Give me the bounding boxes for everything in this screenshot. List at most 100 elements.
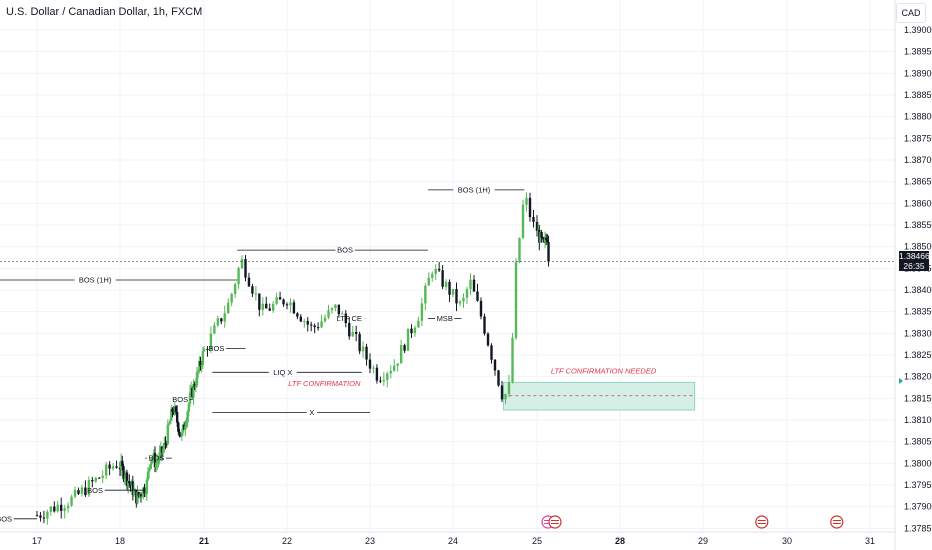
candle-body: [66, 505, 70, 509]
time-tick-label: 22: [282, 536, 292, 546]
event-markers[interactable]: [541, 515, 844, 529]
candle-body: [545, 237, 548, 240]
candlesticks: [35, 192, 550, 525]
candle-body: [122, 466, 125, 480]
us-flag-icon[interactable]: [548, 515, 562, 529]
time-tick-label: 17: [32, 536, 42, 546]
candle-body: [137, 492, 140, 496]
candle-body: [185, 421, 188, 426]
candle-body: [511, 337, 514, 383]
candle-body: [170, 408, 173, 421]
candle-body: [223, 313, 226, 322]
candle-body: [126, 481, 130, 486]
candle-body: [80, 487, 84, 494]
candle-body: [372, 367, 375, 369]
candle-body: [393, 365, 396, 371]
candle-body: [131, 481, 135, 496]
time-tick-label: 24: [448, 536, 458, 546]
confirmation-label: LTF CONFIRMATION NEEDED: [551, 367, 657, 376]
candle-body: [251, 286, 254, 294]
confirmation-label: LTF CONFIRMATION: [288, 379, 361, 388]
price-tick-label: 1.38750: [904, 133, 932, 143]
time-tick-label: 30: [782, 536, 792, 546]
candle-body: [497, 370, 500, 386]
annotation-label: LTF CE: [337, 314, 362, 323]
candle-body: [483, 316, 486, 334]
candle-body: [94, 477, 97, 482]
candle-body: [546, 239, 549, 242]
candle-body: [233, 284, 237, 294]
us-flag-icon[interactable]: [830, 515, 844, 529]
candle-body: [87, 480, 91, 496]
candle-body: [240, 258, 244, 269]
candle-body: [403, 345, 406, 351]
price-tick-label: 1.38050: [904, 437, 932, 447]
candle-body: [247, 277, 251, 287]
candle-body: [186, 411, 189, 422]
candle-body: [128, 481, 131, 484]
candle-body: [60, 504, 63, 511]
price-axis[interactable]: 1.39000 1.38950 1.38900 1.38850 1.38800 1.387…: [894, 0, 932, 550]
candle-body: [174, 406, 178, 413]
price-tick-label: 1.37950: [904, 480, 932, 490]
candle-body: [500, 385, 504, 400]
candle-body: [63, 508, 66, 511]
candle-body: [306, 321, 309, 325]
candle-body: [145, 479, 149, 494]
candle-body: [420, 303, 424, 321]
candle-body: [313, 325, 316, 328]
candle-body: [39, 515, 42, 518]
candle-body: [413, 327, 417, 334]
candle-body: [77, 490, 80, 494]
annotation-label: X: [309, 408, 314, 417]
candle-body: [227, 302, 230, 314]
candle-body: [462, 297, 465, 302]
candle-body: [310, 324, 313, 326]
candle-body: [431, 273, 434, 278]
candle-body: [261, 303, 264, 310]
bar-countdown: 26:35: [903, 261, 925, 271]
price-tick-label: 1.38150: [904, 393, 932, 403]
candle-body: [486, 333, 490, 346]
candle-body: [244, 258, 247, 278]
candle-body: [327, 310, 330, 318]
candle-body: [151, 458, 154, 460]
candle-body: [91, 480, 94, 482]
candle-body: [147, 468, 151, 472]
annotation-label: BOS: [87, 486, 103, 495]
candle-body: [268, 308, 271, 311]
candle-body: [427, 277, 430, 286]
candle-body: [344, 313, 347, 324]
price-tick-label: 1.38650: [904, 177, 932, 187]
price-tick-label: 1.38950: [904, 47, 932, 57]
candle-body: [153, 453, 157, 467]
candle-body: [161, 448, 165, 453]
candle-body: [525, 197, 528, 205]
candle-body: [543, 237, 547, 243]
candle-body: [132, 489, 136, 496]
candle-body: [465, 289, 469, 298]
price-tick-label: 1.38400: [904, 285, 932, 295]
candle-body: [220, 318, 223, 322]
candle-body: [194, 385, 198, 388]
time-tick-label: 21: [199, 536, 209, 546]
candle-body: [275, 297, 278, 304]
us-flag-icon[interactable]: [755, 515, 769, 529]
candle-body: [195, 372, 199, 386]
candle-body: [180, 432, 184, 437]
time-tick-label: 25: [532, 536, 542, 546]
time-axis[interactable]: 17 18 21 22 23 24 25 28 29 30 31: [0, 531, 895, 546]
candle-body: [382, 379, 386, 382]
candle-body: [177, 422, 180, 432]
price-tick-label: 1.38350: [904, 307, 932, 317]
candle-body: [144, 493, 147, 495]
annotation-label: BOS: [0, 514, 12, 523]
candle-body: [351, 331, 354, 337]
candle-body: [101, 475, 104, 478]
currency-button[interactable]: CAD: [896, 3, 926, 23]
candle-body: [417, 320, 420, 328]
demand-zone: [502, 381, 696, 411]
candle-body: [535, 221, 539, 231]
candle-body: [49, 506, 53, 512]
